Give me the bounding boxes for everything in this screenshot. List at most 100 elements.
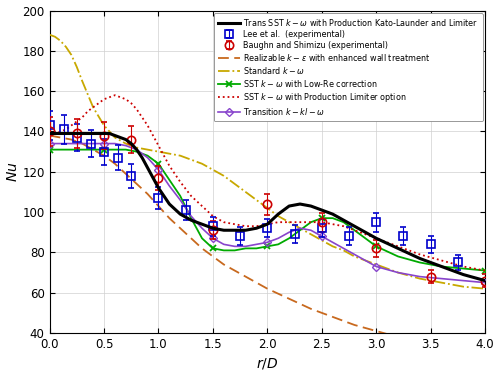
SST $k-\omega$ with Production Limiter option xyxy=(79,115,85,120)
SST $k-\omega$ with Low-Re correction xyxy=(482,268,488,273)
Realizable $k-\epsilon$ with enhanced wall treatment xyxy=(199,246,205,251)
Standard $k-\omega$ xyxy=(101,123,107,128)
Standard $k-\omega$ xyxy=(254,198,260,202)
SST $k-\omega$ with Low-Re correction xyxy=(58,147,64,152)
Standard $k-\omega$ xyxy=(79,79,85,83)
X-axis label: $r/D$: $r/D$ xyxy=(256,356,278,371)
Standard $k-\omega$ xyxy=(210,167,216,172)
Standard $k-\omega$ xyxy=(373,262,379,267)
SST $k-\omega$ with Production Limiter option xyxy=(352,228,358,233)
SST $k-\omega$ with Production Limiter option xyxy=(101,97,107,101)
Trans SST $k-\omega$ with Production Kato-Launder and Limiter xyxy=(128,141,134,146)
SST $k-\omega$ with Production Limiter option xyxy=(199,204,205,208)
Standard $k-\omega$ xyxy=(188,158,194,162)
Transition $k-kl-\omega$ xyxy=(362,258,368,263)
Trans SST $k-\omega$ with Production Kato-Launder and Limiter xyxy=(438,264,444,269)
Transition $k-kl-\omega$ xyxy=(101,141,107,146)
SST $k-\omega$ with Production Limiter option xyxy=(242,224,248,228)
Trans SST $k-\omega$ with Production Kato-Launder and Limiter xyxy=(417,256,423,261)
Transition $k-kl-\omega$ xyxy=(58,141,64,146)
SST $k-\omega$ with Low-Re correction xyxy=(395,254,401,259)
SST $k-\omega$ with Low-Re correction xyxy=(177,194,183,198)
Standard $k-\omega$ xyxy=(134,146,140,150)
Line: Realizable $k-\epsilon$ with enhanced wall treatment: Realizable $k-\epsilon$ with enhanced wa… xyxy=(50,135,485,355)
SST $k-\omega$ with Low-Re correction xyxy=(254,246,260,251)
Transition $k-kl-\omega$ xyxy=(232,244,237,248)
SST $k-\omega$ with Production Limiter option xyxy=(275,220,281,224)
SST $k-\omega$ with Low-Re correction xyxy=(340,220,346,224)
Standard $k-\omega$ xyxy=(58,38,64,43)
SST $k-\omega$ with Production Limiter option xyxy=(177,179,183,184)
SST $k-\omega$ with Production Limiter option xyxy=(362,232,368,236)
Standard $k-\omega$ xyxy=(482,287,488,291)
Standard $k-\omega$ xyxy=(221,173,227,178)
SST $k-\omega$ with Production Limiter option xyxy=(438,258,444,263)
Realizable $k-\epsilon$ with enhanced wall treatment xyxy=(254,280,260,285)
SST $k-\omega$ with Low-Re correction xyxy=(286,236,292,241)
Transition $k-kl-\omega$ xyxy=(68,141,74,146)
Standard $k-\omega$ xyxy=(352,254,358,259)
Transition $k-kl-\omega$ xyxy=(144,155,150,160)
Transition $k-kl-\omega$ xyxy=(308,228,314,233)
SST $k-\omega$ with Production Limiter option xyxy=(74,119,80,124)
SST $k-\omega$ with Low-Re correction xyxy=(156,161,162,166)
SST $k-\omega$ with Production Limiter option xyxy=(254,224,260,228)
Realizable $k-\epsilon$ with enhanced wall treatment xyxy=(166,216,172,221)
SST $k-\omega$ with Low-Re correction xyxy=(308,220,314,224)
Transition $k-kl-\omega$ xyxy=(242,244,248,248)
Standard $k-\omega$ xyxy=(340,248,346,253)
Transition $k-kl-\omega$ xyxy=(438,276,444,281)
Realizable $k-\epsilon$ with enhanced wall treatment xyxy=(242,274,248,279)
Standard $k-\omega$ xyxy=(286,220,292,224)
Trans SST $k-\omega$ with Production Kato-Launder and Limiter xyxy=(106,131,112,136)
Transition $k-kl-\omega$ xyxy=(395,270,401,275)
SST $k-\omega$ with Low-Re correction xyxy=(460,266,466,271)
Realizable $k-\epsilon$ with enhanced wall treatment xyxy=(156,204,162,208)
Transition $k-kl-\omega$ xyxy=(373,264,379,269)
Standard $k-\omega$ xyxy=(362,258,368,263)
Realizable $k-\epsilon$ with enhanced wall treatment xyxy=(188,236,194,241)
Trans SST $k-\omega$ with Production Kato-Launder and Limiter xyxy=(63,131,69,136)
SST $k-\omega$ with Low-Re correction xyxy=(319,216,325,221)
Trans SST $k-\omega$ with Production Kato-Launder and Limiter xyxy=(199,222,205,227)
Transition $k-kl-\omega$ xyxy=(79,141,85,146)
Standard $k-\omega$ xyxy=(264,206,270,210)
Standard $k-\omega$ xyxy=(177,153,183,158)
Transition $k-kl-\omega$ xyxy=(352,252,358,257)
Trans SST $k-\omega$ with Production Kato-Launder and Limiter xyxy=(118,135,124,140)
Transition $k-kl-\omega$ xyxy=(482,280,488,285)
SST $k-\omega$ with Production Limiter option xyxy=(264,222,270,227)
Transition $k-kl-\omega$ xyxy=(330,240,336,245)
Realizable $k-\epsilon$ with enhanced wall treatment xyxy=(417,341,423,345)
Transition $k-kl-\omega$ xyxy=(112,141,118,146)
Transition $k-kl-\omega$ xyxy=(275,236,281,241)
Trans SST $k-\omega$ with Production Kato-Launder and Limiter xyxy=(156,185,162,190)
SST $k-\omega$ with Low-Re correction xyxy=(362,236,368,241)
Trans SST $k-\omega$ with Production Kato-Launder and Limiter xyxy=(84,131,90,136)
SST $k-\omega$ with Production Limiter option xyxy=(297,220,303,224)
Transition $k-kl-\omega$ xyxy=(177,198,183,202)
Realizable $k-\epsilon$ with enhanced wall treatment xyxy=(395,335,401,339)
SST $k-\omega$ with Low-Re correction xyxy=(123,147,129,152)
Transition $k-kl-\omega$ xyxy=(90,141,96,146)
SST $k-\omega$ with Low-Re correction xyxy=(438,264,444,269)
SST $k-\omega$ with Production Limiter option xyxy=(139,115,145,120)
Trans SST $k-\omega$ with Production Kato-Launder and Limiter xyxy=(330,212,336,216)
Standard $k-\omega$ xyxy=(112,135,118,140)
SST $k-\omega$ with Low-Re correction xyxy=(275,242,281,247)
Standard $k-\omega$ xyxy=(74,65,80,69)
SST $k-\omega$ with Low-Re correction xyxy=(46,147,52,152)
Standard $k-\omega$ xyxy=(144,147,150,152)
Realizable $k-\epsilon$ with enhanced wall treatment xyxy=(177,226,183,230)
Trans SST $k-\omega$ with Production Kato-Launder and Limiter xyxy=(134,147,140,152)
Y-axis label: $Nu$: $Nu$ xyxy=(6,161,20,182)
Transition $k-kl-\omega$ xyxy=(254,242,260,247)
Standard $k-\omega$ xyxy=(156,149,162,154)
Legend: Trans SST $k-\omega$ with Production Kato-Launder and Limiter, Lee et al.  (expe: Trans SST $k-\omega$ with Production Kat… xyxy=(214,13,482,121)
Trans SST $k-\omega$ with Production Kato-Launder and Limiter xyxy=(96,131,102,136)
Realizable $k-\epsilon$ with enhanced wall treatment xyxy=(232,268,237,273)
SST $k-\omega$ with Low-Re correction xyxy=(79,147,85,152)
Realizable $k-\epsilon$ with enhanced wall treatment xyxy=(144,192,150,196)
Realizable $k-\epsilon$ with enhanced wall treatment xyxy=(482,353,488,357)
SST $k-\omega$ with Low-Re correction xyxy=(101,147,107,152)
